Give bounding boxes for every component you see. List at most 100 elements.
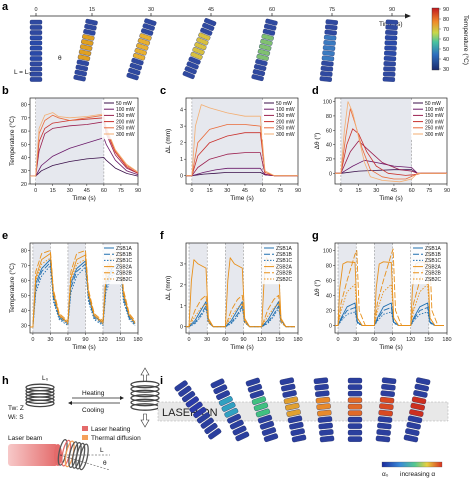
series-line-zsb1a (335, 302, 444, 326)
x-tick-label: 120 (257, 337, 266, 343)
panel-i: i LASER ON α₀ increasing α (157, 375, 449, 478)
legend-box (411, 100, 446, 140)
spring-turn (78, 443, 89, 471)
spring-coil (403, 434, 419, 443)
y-tick-label: 1 (180, 157, 183, 163)
y-tick-label: 50 (21, 294, 27, 300)
x-axis-label: Time (s) (72, 195, 96, 202)
cooling-label: Cooling (82, 407, 104, 414)
legend-entry: ZSB2B (116, 271, 133, 277)
y-tick-label: 20 (326, 309, 332, 315)
spring-coil (192, 46, 205, 55)
spring-coil (253, 402, 269, 412)
bend-theta: θ (103, 460, 107, 467)
spring-coil (320, 71, 333, 77)
legend-entry: ZSB1B (276, 252, 293, 258)
spring-coil (256, 54, 269, 61)
legend-box (262, 245, 297, 285)
y-tick-label: 60 (21, 129, 27, 135)
x-tick-label: 30 (373, 188, 379, 194)
spring-coil (347, 429, 363, 436)
spring-coil (210, 378, 225, 389)
spring-turn (75, 442, 86, 470)
y-tick-label: 80 (326, 114, 332, 120)
x-tick-label: 30 (204, 337, 210, 343)
x-tick-label: 120 (406, 337, 415, 343)
spring-turn (130, 389, 160, 398)
spring-coil (260, 38, 273, 46)
x-tick-label: 45 (391, 188, 397, 194)
spring-coil (75, 64, 89, 72)
x-tick-label: 150 (116, 337, 125, 343)
laser-beam (8, 444, 58, 466)
legend-entry: ZSB2C (425, 277, 442, 283)
y-tick-label: 40 (326, 294, 332, 300)
plot-frame (185, 242, 299, 334)
spring-snapshot (126, 18, 157, 81)
twist-label: Tw: Z (8, 405, 24, 412)
y-tick-label: 60 (326, 128, 332, 134)
spring-coil (325, 24, 338, 31)
heating-interval (225, 243, 244, 333)
spring-coil (317, 416, 333, 423)
spring-coil (347, 423, 363, 429)
legend-thermal-diffusion-swatch (82, 435, 88, 440)
x-tick-label: 0 (336, 337, 339, 343)
spring-turn (25, 396, 55, 405)
legend-box (411, 245, 446, 285)
legend-entry: ZSB1A (116, 246, 133, 252)
spring-coil (385, 19, 399, 25)
legend-laser-heating: Laser heating (91, 426, 131, 433)
spring-coil (137, 38, 151, 46)
spring-coil (204, 18, 217, 27)
panel-i-label: i (160, 375, 163, 387)
legend-entry: 300 mW (425, 132, 444, 138)
spring-coil (29, 51, 43, 56)
spring-coil (249, 390, 265, 399)
spring-coil (251, 396, 267, 405)
plot-frame (29, 97, 139, 185)
chart-e: e 0 30 60 90 120 150 180 30 40 50 60 70 80 Time (s) Tem… (2, 230, 143, 351)
legend-entry: ZSB2C (116, 277, 133, 283)
spring-coil (325, 19, 338, 26)
y-tick-label: 0 (180, 174, 183, 180)
spring-coil (315, 390, 330, 397)
spring-coil (251, 74, 264, 82)
spring-snapshot (251, 18, 278, 82)
legend-entry: 50 mW (116, 101, 132, 107)
y-tick-label: 0 (329, 171, 332, 177)
x-tick-label: 15 (50, 188, 56, 194)
y-tick-label: 20 (21, 182, 27, 188)
spring-coil (281, 383, 296, 392)
x-tick-label: 30 (224, 188, 230, 194)
spring-coil (182, 391, 196, 403)
x-tick-label: 90 (389, 337, 395, 343)
x-tick-label: 0 (339, 188, 342, 194)
spring-coil (144, 18, 157, 26)
spring-coil (189, 401, 203, 413)
spring-coil (132, 53, 146, 61)
spring-coil (262, 28, 276, 36)
legend-entry: ZSB2A (276, 264, 293, 270)
spring-coil (383, 61, 396, 67)
plot-frame (334, 242, 448, 334)
series-line-50-mw (30, 157, 139, 177)
spring-coil (409, 409, 424, 417)
spring-coil (263, 433, 279, 442)
spring-coil (182, 71, 195, 80)
spring-coil (252, 69, 266, 77)
spring-coil (128, 67, 141, 76)
spring-coil (319, 435, 335, 443)
x-tick-label: 90 (295, 188, 301, 194)
plot-frame (185, 97, 299, 185)
colorbar-tick-label: 90 (443, 7, 449, 13)
spring-coil (83, 29, 96, 36)
spring-coil (347, 436, 363, 442)
spring-coil (319, 429, 334, 436)
spring-coil (178, 385, 192, 397)
y-axis-label: ΔL (mm) (165, 276, 172, 301)
x-tick-label: 75 (118, 188, 124, 194)
spring-coil (84, 23, 97, 31)
